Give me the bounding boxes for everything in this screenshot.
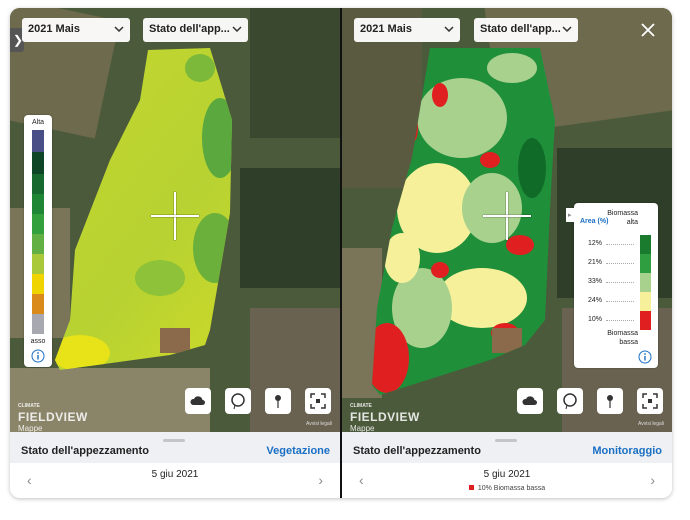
legend-leader <box>606 244 634 245</box>
legend-row-label: 24% <box>587 297 602 304</box>
info-icon[interactable] <box>638 350 652 364</box>
info-icon[interactable] <box>31 349 45 363</box>
lasso-button[interactable] <box>225 388 251 414</box>
lasso-button[interactable] <box>557 388 583 414</box>
dropdown-label: 2021 Mais <box>360 23 412 35</box>
legend-row-label: 12% <box>587 240 602 247</box>
next-date[interactable]: › <box>650 472 655 488</box>
maps-label: Mappe <box>350 424 375 433</box>
legend-header: Area (%) <box>580 218 609 225</box>
legend-leader <box>606 301 634 302</box>
mode-link[interactable]: Monitoraggio <box>592 445 662 457</box>
maps-label: Mappe <box>18 424 43 433</box>
collapse-tab[interactable]: ❯ <box>10 28 24 52</box>
legend-leader <box>606 282 634 283</box>
app-window: ❯ 2021 Mais Stato dell'app... Alta asso … <box>10 8 672 498</box>
legal-link[interactable]: Avvisi legali <box>305 421 332 427</box>
legend-row-label: 33% <box>587 278 602 285</box>
sheet-title: Stato dell'appezzamento <box>353 445 481 457</box>
prev-date[interactable]: ‹ <box>27 472 32 488</box>
divider <box>340 8 342 498</box>
watermark: CLIMATE FIELDVIEW Mappe <box>350 404 420 433</box>
next-date[interactable]: › <box>318 472 323 488</box>
mode-link[interactable]: Vegetazione <box>266 445 330 457</box>
watermark-brand: FIELDVIEW <box>350 410 420 424</box>
biomass-legend: ▸ Area (%) Biomassa alta 12% 21% 33% 24% 10%… <box>566 203 658 368</box>
legal-link[interactable]: Avvisi legali <box>637 421 664 427</box>
fit-button[interactable] <box>305 388 331 414</box>
summary-note: 10% Biomassa bassa <box>342 485 672 492</box>
pin-button[interactable] <box>265 388 291 414</box>
note-text: 10% Biomassa bassa <box>477 485 546 492</box>
dropdown-label: Stato dell'app... <box>480 23 561 35</box>
crosshair <box>483 192 531 240</box>
crop-dropdown[interactable]: 2021 Mais <box>354 18 460 42</box>
layer-dropdown[interactable]: Stato dell'app... <box>143 18 248 42</box>
pin-button[interactable] <box>597 388 623 414</box>
weather-button[interactable] <box>517 388 543 414</box>
close-button[interactable] <box>640 22 656 38</box>
sheet-title: Stato dell'appezzamento <box>21 445 149 457</box>
legend-row-label: 10% <box>587 316 602 323</box>
legend-swatch <box>640 311 651 330</box>
sheet-handle[interactable] <box>495 439 517 442</box>
crosshair <box>151 192 199 240</box>
legend-top-label: Alta <box>31 119 45 126</box>
legend-swatches <box>32 130 44 334</box>
watermark-small: CLIMATE <box>350 403 372 409</box>
dropdown-label: Stato dell'app... <box>149 23 230 35</box>
legend-swatch <box>640 292 651 311</box>
sheet-handle[interactable] <box>163 439 185 442</box>
legend-swatch <box>640 254 651 273</box>
right-panel: 2021 Mais Stato dell'app... ▸ Area (%) B… <box>342 8 672 498</box>
dropdown-label: 2021 Mais <box>28 23 80 35</box>
prev-date[interactable]: ‹ <box>359 472 364 488</box>
legend-swatch <box>640 273 651 292</box>
fit-button[interactable] <box>637 388 663 414</box>
bottom-sheet: Stato dell'appezzamento Monitoraggio ‹ 5… <box>342 432 672 498</box>
date-label: 5 giu 2021 <box>151 469 199 480</box>
vegetation-legend: Alta asso <box>24 115 52 367</box>
legend-row-label: 21% <box>587 259 602 266</box>
legend-swatch <box>640 235 651 254</box>
legend-bottom-label: asso <box>30 338 46 345</box>
legend-toggle[interactable]: ▸ <box>566 208 576 222</box>
legend-bottom-label: Biomassa bassa <box>607 330 638 346</box>
date-label: 5 giu 2021 <box>483 469 531 480</box>
watermark-brand: FIELDVIEW <box>18 410 88 424</box>
legend-leader <box>606 320 634 321</box>
layer-dropdown[interactable]: Stato dell'app... <box>474 18 578 42</box>
bottom-sheet: Stato dell'appezzamento Vegetazione ‹ 5 … <box>10 432 340 498</box>
legend-top-label: Biomassa alta <box>607 210 638 226</box>
watermark-small: CLIMATE <box>18 403 40 409</box>
watermark: CLIMATE FIELDVIEW Mappe <box>18 404 88 433</box>
crop-dropdown[interactable]: 2021 Mais <box>22 18 130 42</box>
left-panel: ❯ 2021 Mais Stato dell'app... Alta asso … <box>10 8 340 498</box>
legend-leader <box>606 263 634 264</box>
weather-button[interactable] <box>185 388 211 414</box>
